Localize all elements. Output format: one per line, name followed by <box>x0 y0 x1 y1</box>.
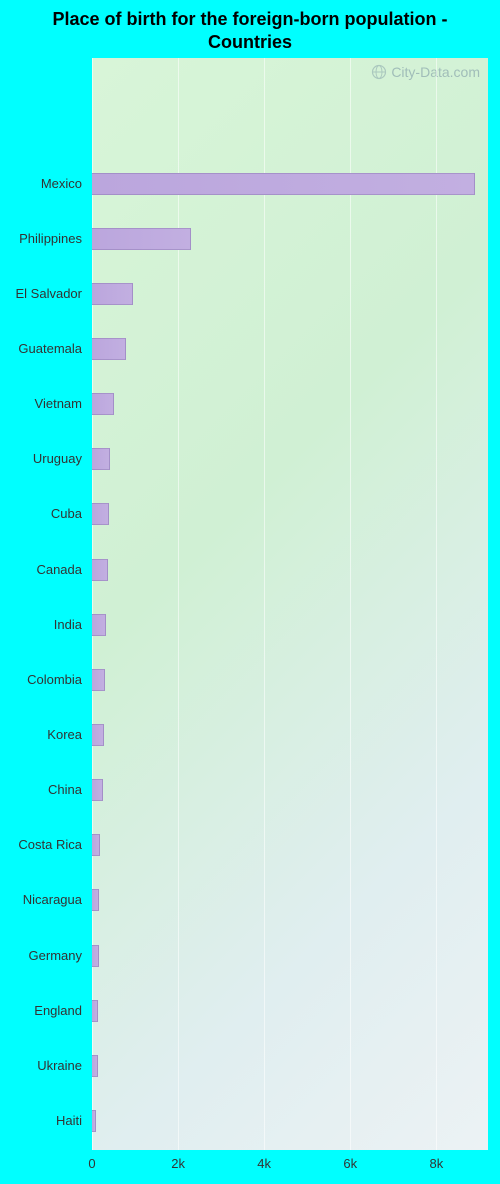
y-tick-label: Colombia <box>0 669 88 691</box>
gridline <box>264 58 265 1150</box>
x-tick-label: 0 <box>88 1156 95 1171</box>
watermark: City-Data.com <box>371 64 480 80</box>
bar <box>92 669 105 691</box>
bar <box>92 1000 98 1022</box>
x-tick-label: 4k <box>257 1156 271 1171</box>
gridline <box>436 58 437 1150</box>
y-tick-label: China <box>0 779 88 801</box>
gridline <box>178 58 179 1150</box>
bar <box>92 724 104 746</box>
bar <box>92 503 109 525</box>
y-tick-label: Nicaragua <box>0 889 88 911</box>
y-tick-label: Costa Rica <box>0 834 88 856</box>
bar <box>92 448 110 470</box>
y-tick-label: El Salvador <box>0 283 88 305</box>
y-tick-label: Germany <box>0 945 88 967</box>
bar <box>92 1055 98 1077</box>
y-tick-label: Philippines <box>0 228 88 250</box>
x-tick-label: 6k <box>343 1156 357 1171</box>
x-tick-label: 8k <box>429 1156 443 1171</box>
y-tick-label: Uruguay <box>0 448 88 470</box>
y-tick-label: Mexico <box>0 173 88 195</box>
bar <box>92 614 106 636</box>
bar <box>92 559 108 581</box>
y-tick-label: Guatemala <box>0 338 88 360</box>
y-tick-label: England <box>0 1000 88 1022</box>
x-tick-label: 2k <box>171 1156 185 1171</box>
y-tick-label: Ukraine <box>0 1055 88 1077</box>
y-tick-label: Korea <box>0 724 88 746</box>
bar <box>92 393 114 415</box>
bar <box>92 338 126 360</box>
y-tick-label: Cuba <box>0 503 88 525</box>
bar <box>92 945 99 967</box>
y-tick-label: Vietnam <box>0 393 88 415</box>
globe-icon <box>371 64 387 80</box>
bar <box>92 283 133 305</box>
plot-area: City-Data.com <box>92 58 488 1150</box>
bar <box>92 173 475 195</box>
gridline <box>92 58 93 1150</box>
gridline <box>350 58 351 1150</box>
bar <box>92 834 100 856</box>
bar <box>92 1110 96 1132</box>
y-tick-label: Haiti <box>0 1110 88 1132</box>
bar <box>92 228 191 250</box>
bar <box>92 779 103 801</box>
y-tick-label: India <box>0 614 88 636</box>
bar <box>92 889 99 911</box>
y-tick-label: Canada <box>0 559 88 581</box>
